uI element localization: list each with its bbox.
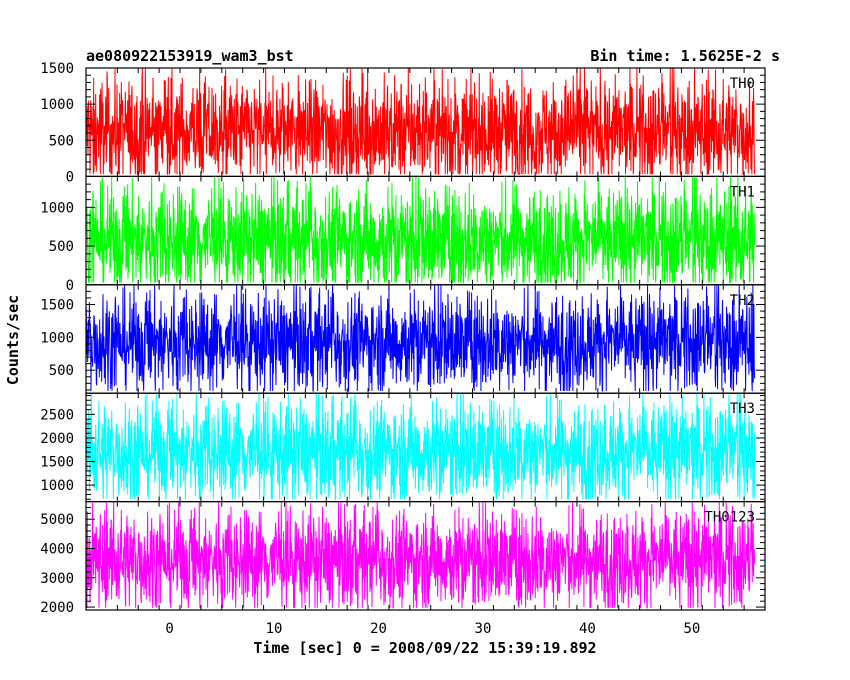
- series-line-th2: [86, 284, 756, 393]
- y-tick-label: 1000: [40, 97, 74, 113]
- y-tick-label: 2500: [40, 407, 74, 423]
- panel-label: TH2: [730, 293, 755, 309]
- chart-title-left: ae080922153919_wam3_bst: [86, 47, 294, 65]
- chart-title-right: Bin time: 1.5625E-2 s: [590, 47, 780, 65]
- y-tick-label: 1000: [40, 200, 74, 216]
- panel-th2: 500 1000 1500 TH2: [40, 284, 766, 394]
- y-tick-label: 2000: [40, 600, 74, 616]
- series-line-th1: [86, 176, 756, 284]
- panel-th3: 1000 1500 2000 2500 TH3: [40, 392, 766, 503]
- panel-label: TH3: [730, 401, 755, 417]
- x-tick-label: 50: [683, 621, 700, 637]
- x-tick-label: 10: [266, 621, 283, 637]
- panel-frame: [85, 501, 766, 611]
- series-line-th0: [86, 68, 756, 177]
- y-tick-label: 0: [66, 278, 74, 294]
- x-tick-label: 30: [475, 621, 492, 637]
- y-tick-label: 1500: [40, 61, 74, 77]
- y-tick-label: 0: [66, 169, 74, 185]
- y-tick-label: 500: [49, 363, 74, 379]
- y-tick-label: 1500: [40, 298, 74, 314]
- panel-th0: 0 500 1000 1500 TH0: [40, 61, 766, 185]
- y-tick-label: 1500: [40, 455, 74, 471]
- series-line-th0123: [86, 501, 756, 609]
- panel-label: TH0: [730, 76, 755, 92]
- panel-label: TH0123: [704, 510, 755, 526]
- y-tick-label: 2000: [40, 431, 74, 447]
- y-tick-label: 3000: [40, 571, 74, 587]
- y-tick-label: 1000: [40, 330, 74, 346]
- panel-th1: 0 500 1000 TH1: [40, 175, 766, 294]
- x-tick-label: 20: [370, 621, 387, 637]
- series-line-th3: [86, 393, 756, 500]
- x-tick-label: 0: [165, 621, 173, 637]
- panel-th0123: 2000 3000 4000 5000 TH0123: [40, 501, 766, 616]
- y-axis-label: Counts/sec: [4, 295, 22, 385]
- x-axis-label: Time [sec] 0 = 2008/09/22 15:39:19.892: [253, 639, 596, 657]
- y-tick-label: 4000: [40, 541, 74, 557]
- y-tick-label: 500: [49, 239, 74, 255]
- y-tick-label: 5000: [40, 512, 74, 528]
- panel-label: TH1: [730, 184, 755, 200]
- y-tick-label: 1000: [40, 478, 74, 494]
- x-tick-label: 40: [579, 621, 596, 637]
- y-tick-label: 500: [49, 133, 74, 149]
